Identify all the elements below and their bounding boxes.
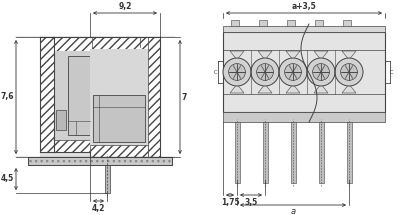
Polygon shape	[286, 84, 300, 93]
Circle shape	[335, 58, 363, 86]
Bar	[234, 122, 240, 183]
Circle shape	[313, 64, 330, 80]
Polygon shape	[230, 84, 244, 93]
Bar	[290, 122, 296, 183]
Polygon shape	[314, 51, 328, 60]
Bar	[343, 20, 351, 26]
Text: C: C	[390, 69, 394, 75]
Bar	[56, 110, 66, 130]
Bar	[259, 20, 267, 26]
Text: 4,2: 4,2	[92, 204, 105, 213]
Bar	[104, 165, 110, 193]
Bar	[54, 37, 92, 51]
Bar	[148, 37, 160, 157]
Bar	[28, 157, 172, 165]
Bar	[223, 26, 385, 32]
Circle shape	[307, 58, 335, 86]
Circle shape	[257, 64, 274, 80]
Circle shape	[341, 64, 358, 80]
Bar	[262, 122, 268, 183]
Bar	[231, 20, 239, 26]
Bar	[40, 37, 160, 157]
Bar	[90, 49, 148, 145]
Circle shape	[251, 58, 279, 86]
Text: 4,5: 4,5	[1, 175, 14, 183]
Bar	[315, 20, 323, 26]
Text: a: a	[290, 207, 296, 215]
Text: 3,5: 3,5	[244, 198, 258, 207]
Circle shape	[285, 64, 302, 80]
Bar	[54, 51, 92, 140]
Bar	[90, 37, 160, 49]
Bar	[93, 95, 145, 142]
Circle shape	[223, 58, 251, 86]
Bar	[346, 122, 352, 183]
Text: C: C	[214, 69, 218, 75]
Bar	[223, 32, 385, 112]
Polygon shape	[342, 84, 356, 93]
Polygon shape	[258, 51, 272, 60]
Polygon shape	[314, 84, 328, 93]
Text: a+3,5: a+3,5	[292, 2, 316, 11]
Bar	[68, 56, 90, 135]
Text: 9,2: 9,2	[118, 2, 132, 11]
Bar	[287, 20, 295, 26]
Bar	[90, 145, 148, 157]
Text: 7: 7	[182, 92, 187, 101]
Bar	[28, 157, 172, 165]
Text: 1,75: 1,75	[221, 198, 239, 207]
Polygon shape	[230, 51, 244, 60]
Circle shape	[279, 58, 307, 86]
Bar	[223, 112, 385, 122]
Bar	[318, 122, 324, 183]
Text: 7,6: 7,6	[0, 92, 14, 101]
Polygon shape	[286, 51, 300, 60]
Polygon shape	[258, 84, 272, 93]
Bar	[40, 37, 54, 152]
Polygon shape	[342, 51, 356, 60]
Circle shape	[229, 64, 246, 80]
Bar	[54, 140, 92, 152]
